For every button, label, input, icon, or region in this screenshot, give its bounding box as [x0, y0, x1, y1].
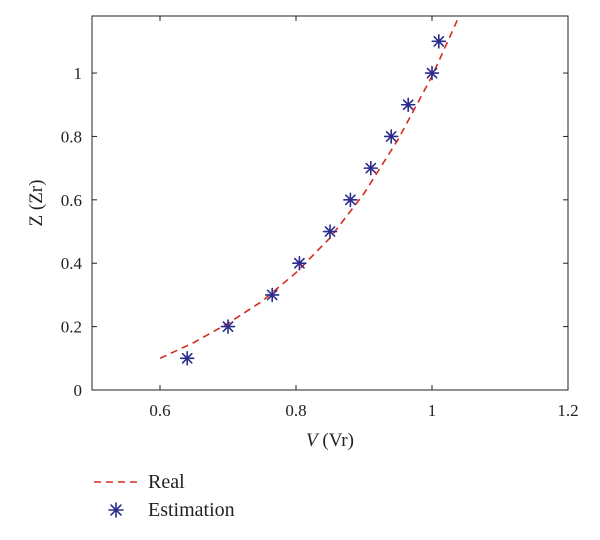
asterisk-marker-icon: [108, 502, 124, 518]
y-tick-label: 0.2: [61, 318, 82, 337]
series-estimation-point: [220, 319, 236, 334]
series-estimation-point: [343, 192, 358, 208]
y-tick-label: 0.6: [61, 191, 82, 210]
series-estimation-point: [322, 224, 338, 239]
legend-swatch-real: [94, 481, 138, 483]
legend-asterisk: [108, 502, 124, 518]
plot-frame: [91, 15, 569, 391]
series-estimation-point: [383, 129, 399, 144]
y-tick-label: 1: [74, 64, 83, 83]
legend: Real Estimation: [92, 468, 235, 524]
y-tick-label: 0.4: [61, 254, 83, 273]
x-axis-label: V (Vr): [306, 430, 354, 451]
x-axis-ticks: 0.6 0.8 1 1.2: [149, 16, 579, 420]
x-axis-label-var: V: [306, 430, 320, 451]
series-estimation-point: [400, 97, 416, 113]
y-tick-label: 0.8: [61, 127, 82, 146]
x-tick-label: 0.6: [149, 401, 170, 420]
y-axis-label: Z (Zr): [26, 180, 47, 227]
x-tick-label: 0.8: [285, 401, 306, 420]
legend-swatch-estimation: [108, 502, 124, 518]
legend-item-real: Real: [92, 468, 235, 496]
series-real-line: [159, 15, 460, 360]
y-tick-label: 0: [74, 381, 83, 400]
series-layer: [159, 15, 460, 366]
x-axis-label-unit: (Vr): [318, 430, 354, 451]
x-tick-label: 1.2: [557, 401, 578, 420]
y-axis-ticks: 0 0.2 0.4 0.6 0.8 1: [61, 64, 568, 400]
legend-label-real: Real: [148, 471, 185, 493]
series-estimation-point: [363, 160, 379, 176]
series-estimation-point: [424, 65, 440, 81]
legend-item-estimation: Estimation: [92, 496, 235, 524]
x-tick-label: 1: [428, 401, 437, 420]
legend-label-estimation: Estimation: [148, 499, 235, 521]
chart: 0.6 0.8 1 1.2 0 0.2 0.4 0.6 0.8 1 V (Vr) Z (Zr): [26, 15, 579, 451]
plot-area-frame: [91, 15, 569, 391]
series-estimation-point: [292, 255, 307, 271]
series-estimation-point: [431, 34, 447, 49]
series-estimation-point: [179, 351, 195, 366]
series-estimation-point: [264, 287, 280, 303]
